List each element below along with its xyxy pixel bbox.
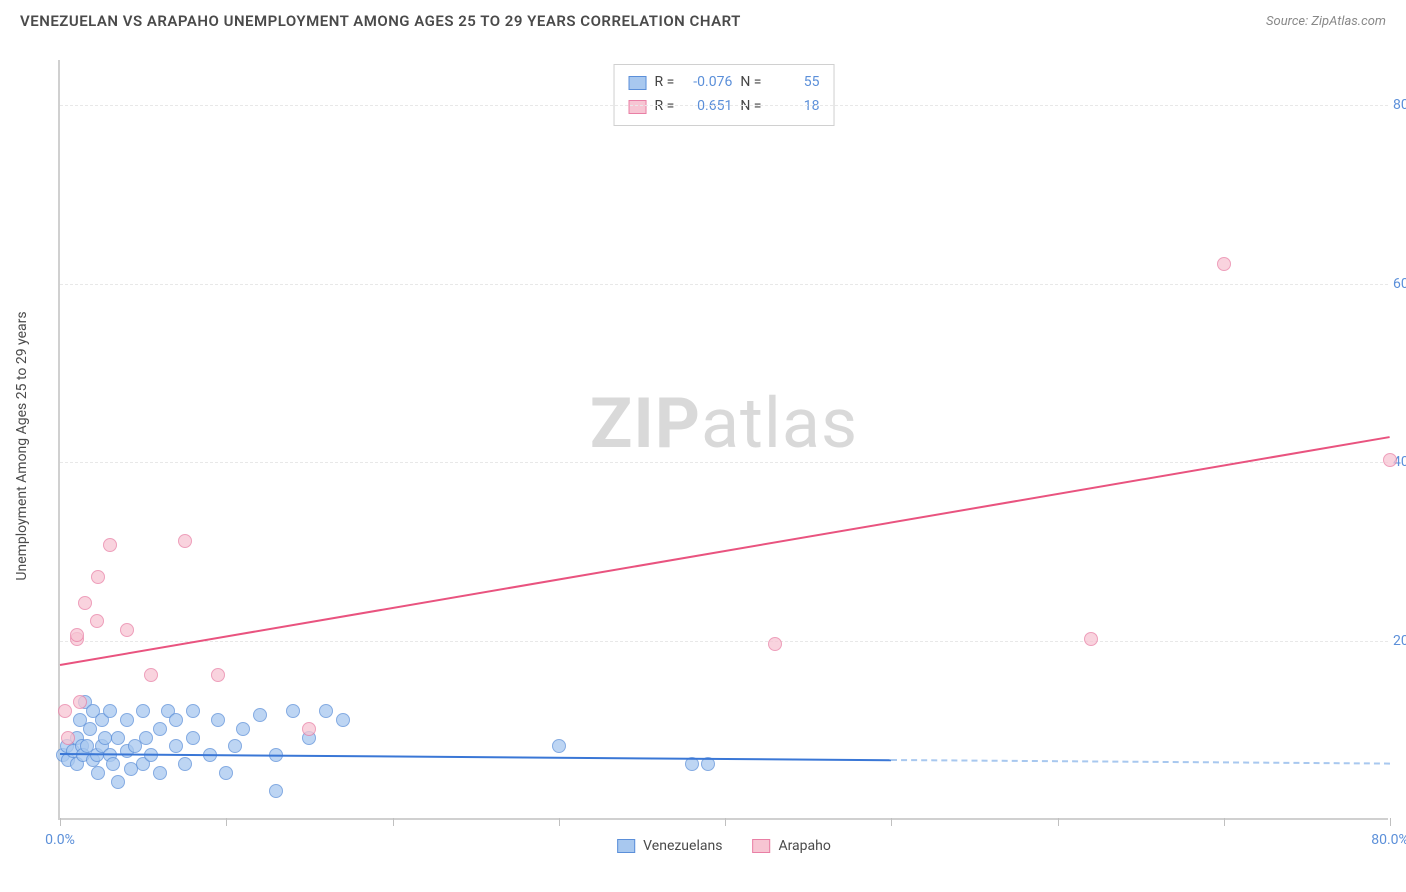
- stats-row-arapaho: R = 0.651 N = 18: [629, 95, 820, 119]
- x-tick-mark: [725, 818, 726, 826]
- data-point: [61, 731, 75, 745]
- data-point: [98, 731, 112, 745]
- chart-area: ZIPatlas R = -0.076 N = 55 R = 0.651 N =…: [58, 60, 1388, 820]
- data-point: [228, 739, 242, 753]
- data-point: [319, 704, 333, 718]
- stats-row-venezuelans: R = -0.076 N = 55: [629, 71, 820, 95]
- gridline: [60, 641, 1388, 642]
- n-value-arapaho: 18: [769, 95, 819, 119]
- y-tick-label: 20.0%: [1393, 633, 1406, 649]
- x-tick-mark: [1058, 818, 1059, 826]
- swatch-arapaho: [629, 100, 647, 114]
- data-point: [302, 722, 316, 736]
- data-point: [139, 731, 153, 745]
- r-value-arapaho: 0.651: [682, 95, 732, 119]
- data-point: [169, 739, 183, 753]
- header: VENEZUELAN VS ARAPAHO UNEMPLOYMENT AMONG…: [0, 0, 1406, 38]
- data-point: [120, 623, 134, 637]
- data-point: [103, 538, 117, 552]
- trend-line: [891, 759, 1390, 765]
- data-point: [178, 534, 192, 548]
- x-tick-mark: [393, 818, 394, 826]
- legend-label: Arapaho: [778, 838, 830, 854]
- y-axis-label: Unemployment Among Ages 25 to 29 years: [14, 311, 30, 580]
- n-value-venezuelans: 55: [769, 71, 819, 95]
- source-label: Source: ZipAtlas.com: [1266, 14, 1386, 29]
- gridline: [60, 284, 1388, 285]
- x-tick-mark: [60, 818, 61, 826]
- x-tick-mark: [891, 818, 892, 826]
- data-point: [91, 570, 105, 584]
- data-point: [1217, 257, 1231, 271]
- data-point: [336, 713, 350, 727]
- legend-item-arapaho: Arapaho: [752, 838, 830, 854]
- chart-title: VENEZUELAN VS ARAPAHO UNEMPLOYMENT AMONG…: [20, 12, 741, 30]
- legend-label: Venezuelans: [643, 838, 722, 854]
- series-legend: Venezuelans Arapaho: [617, 838, 831, 854]
- watermark: ZIPatlas: [590, 383, 858, 465]
- data-point: [153, 766, 167, 780]
- data-point: [83, 722, 97, 736]
- swatch-icon: [752, 839, 770, 853]
- gridline: [60, 105, 1388, 106]
- data-point: [136, 704, 150, 718]
- swatch-icon: [617, 839, 635, 853]
- x-tick-mark: [1224, 818, 1225, 826]
- data-point: [211, 713, 225, 727]
- legend-item-venezuelans: Venezuelans: [617, 838, 722, 854]
- data-point: [186, 704, 200, 718]
- data-point: [78, 596, 92, 610]
- data-point: [552, 739, 566, 753]
- data-point: [144, 668, 158, 682]
- data-point: [103, 704, 117, 718]
- data-point: [269, 784, 283, 798]
- data-point: [120, 713, 134, 727]
- swatch-venezuelans: [629, 76, 647, 90]
- data-point: [128, 739, 142, 753]
- x-tick-label: 80.0%: [1371, 832, 1406, 848]
- data-point: [219, 766, 233, 780]
- data-point: [90, 614, 104, 628]
- data-point: [111, 731, 125, 745]
- x-tick-mark: [226, 818, 227, 826]
- data-point: [178, 757, 192, 771]
- stats-legend: R = -0.076 N = 55 R = 0.651 N = 18: [614, 64, 835, 126]
- data-point: [111, 775, 125, 789]
- data-point: [106, 757, 120, 771]
- data-point: [236, 722, 250, 736]
- data-point: [211, 668, 225, 682]
- data-point: [169, 713, 183, 727]
- data-point: [58, 704, 72, 718]
- gridline: [60, 462, 1388, 463]
- r-value-venezuelans: -0.076: [682, 71, 732, 95]
- data-point: [253, 708, 267, 722]
- data-point: [153, 722, 167, 736]
- data-point: [73, 695, 87, 709]
- x-tick-label: 0.0%: [45, 832, 75, 848]
- data-point: [1084, 632, 1098, 646]
- data-point: [186, 731, 200, 745]
- y-tick-label: 60.0%: [1393, 276, 1406, 292]
- y-tick-label: 80.0%: [1393, 97, 1406, 113]
- data-point: [1383, 453, 1397, 467]
- x-tick-mark: [559, 818, 560, 826]
- data-point: [70, 628, 84, 642]
- data-point: [91, 766, 105, 780]
- x-tick-mark: [1390, 818, 1391, 826]
- trend-line: [60, 436, 1390, 666]
- plot-area: ZIPatlas R = -0.076 N = 55 R = 0.651 N =…: [58, 60, 1388, 820]
- data-point: [768, 637, 782, 651]
- data-point: [286, 704, 300, 718]
